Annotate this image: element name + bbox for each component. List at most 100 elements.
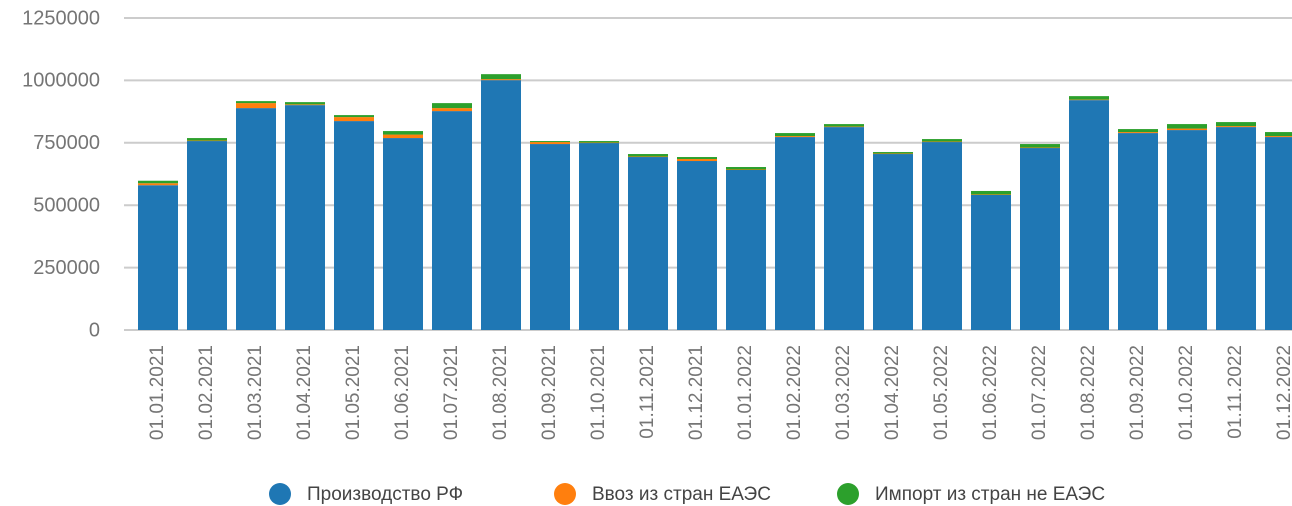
- bar-segment: [481, 74, 521, 80]
- bar-segment: [1118, 133, 1158, 330]
- bar-segment: [138, 185, 178, 330]
- bar-segment: [530, 142, 570, 145]
- bar-segment: [628, 154, 668, 157]
- bar-segment: [971, 190, 1011, 195]
- bar-segment: [1216, 127, 1256, 331]
- bar-segment: [726, 167, 766, 170]
- bar-segment: [1020, 144, 1060, 148]
- x-tick-label: 01.05.2021: [343, 345, 364, 440]
- x-tick-label: 01.08.2021: [490, 345, 511, 440]
- y-tick-label: 1000000: [22, 70, 100, 92]
- y-tick-label: 500000: [33, 194, 100, 216]
- y-tick-label: 0: [89, 319, 100, 341]
- bar-segment: [873, 152, 913, 154]
- x-tick-label: 01.12.2021: [686, 345, 707, 440]
- x-tick-label: 01.02.2022: [784, 345, 805, 440]
- bar-segment: [236, 108, 276, 331]
- bar-segment: [1069, 96, 1109, 100]
- y-tick-label: 1250000: [22, 7, 100, 29]
- legend-marker: [837, 483, 859, 505]
- bar-segment: [579, 143, 619, 330]
- x-tick-label: 01.06.2022: [980, 345, 1001, 440]
- bar-segment: [824, 127, 864, 331]
- legend-label: Производство РФ: [307, 484, 463, 505]
- bar-segment: [383, 134, 423, 139]
- bar-segment: [285, 104, 325, 106]
- x-tick-label: 01.12.2022: [1274, 345, 1292, 440]
- bar-segment: [824, 124, 864, 127]
- bar-segment: [334, 121, 374, 330]
- bar-segment: [726, 170, 766, 330]
- x-tick-label: 01.02.2021: [196, 345, 217, 440]
- y-tick-label: 750000: [33, 132, 100, 154]
- bar-segment: [432, 103, 472, 109]
- bar-segment: [138, 183, 178, 186]
- bar-segment: [481, 80, 521, 331]
- legend-marker: [554, 483, 576, 505]
- bar-segment: [383, 138, 423, 330]
- bar-segment: [285, 105, 325, 330]
- x-tick-label: 01.01.2021: [147, 345, 168, 440]
- x-tick-label: 01.10.2021: [588, 345, 609, 440]
- x-tick-label: 01.09.2022: [1127, 345, 1148, 440]
- bar-segment: [285, 102, 325, 105]
- x-tick-label: 01.07.2021: [441, 345, 462, 440]
- bar-segment: [873, 154, 913, 330]
- bar-segment: [677, 161, 717, 330]
- x-tick-label: 01.10.2022: [1176, 345, 1197, 440]
- x-tick-label: 01.04.2021: [294, 345, 315, 440]
- bar-segment: [187, 138, 227, 141]
- bar-segment: [334, 117, 374, 122]
- bar-segment: [1265, 137, 1292, 330]
- y-tick-label: 250000: [33, 257, 100, 279]
- bar-segment: [1265, 132, 1292, 137]
- bar-segment: [677, 159, 717, 162]
- bar-segment: [432, 111, 472, 330]
- bar-segment: [432, 108, 472, 112]
- legend-label: Импорт из стран не ЕАЭС: [875, 484, 1105, 505]
- bar-segment: [1020, 148, 1060, 330]
- bar-segment: [1216, 126, 1256, 128]
- bar-segment: [236, 101, 276, 104]
- bar-segment: [1265, 136, 1292, 138]
- bar-segment: [187, 141, 227, 330]
- bar-segment: [1216, 122, 1256, 127]
- bar-segment: [1118, 132, 1158, 134]
- bar-segment: [1167, 128, 1207, 131]
- bar-segment: [1167, 124, 1207, 129]
- bar-segment: [677, 157, 717, 160]
- bar-segment: [922, 139, 962, 142]
- bar-segment: [1167, 130, 1207, 330]
- bar-segment: [775, 137, 815, 330]
- bar-segment: [236, 103, 276, 109]
- bar-segment: [971, 194, 1011, 330]
- bar-segment: [922, 142, 962, 330]
- x-tick-label: 01.09.2021: [539, 345, 560, 440]
- x-tick-label: 01.07.2022: [1029, 345, 1050, 440]
- x-tick-label: 01.04.2022: [882, 345, 903, 440]
- bar-segment: [1118, 129, 1158, 133]
- bar-segment: [579, 141, 619, 143]
- x-tick-label: 01.05.2022: [931, 345, 952, 440]
- x-tick-label: 01.03.2022: [833, 345, 854, 440]
- x-tick-label: 01.08.2022: [1078, 345, 1099, 440]
- x-tick-label: 01.11.2022: [1225, 345, 1246, 439]
- bar-segment: [383, 131, 423, 135]
- x-tick-label: 01.03.2021: [245, 345, 266, 440]
- x-tick-label: 01.06.2021: [392, 345, 413, 440]
- legend-label: Ввоз из стран ЕАЭС: [592, 484, 771, 505]
- bar-segment: [1069, 100, 1109, 330]
- bar-segment: [775, 136, 815, 138]
- bar-segment: [138, 180, 178, 184]
- bar-segment: [334, 115, 374, 118]
- x-tick-label: 01.01.2022: [735, 345, 756, 440]
- legend-marker: [269, 483, 291, 505]
- bar-segment: [628, 157, 668, 330]
- x-tick-label: 01.11.2021: [637, 345, 658, 439]
- bar-segment: [530, 144, 570, 330]
- bar-segment: [530, 141, 570, 143]
- bar-segment: [775, 133, 815, 137]
- bar-segment: [481, 79, 521, 81]
